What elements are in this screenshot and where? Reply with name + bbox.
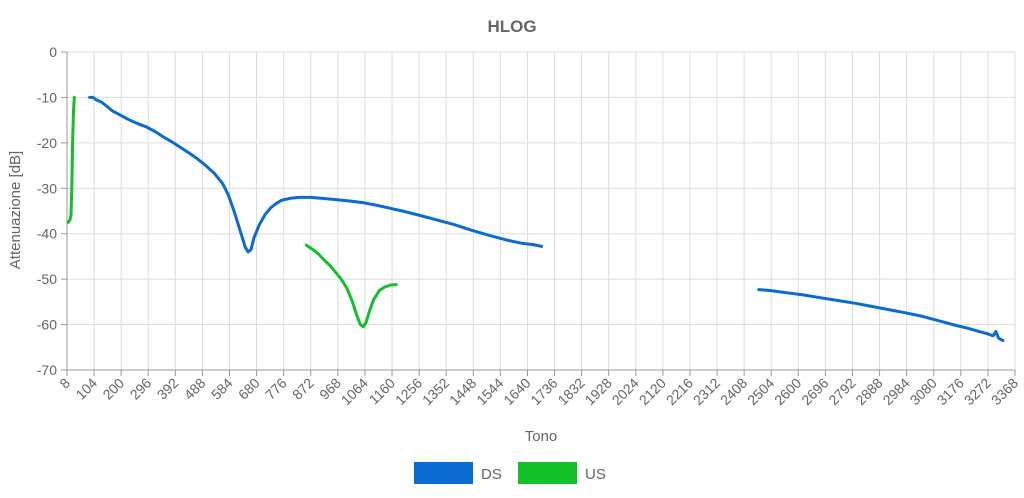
x-tick-label: 1640 (500, 375, 533, 408)
legend-item-us[interactable]: US (518, 462, 606, 484)
x-tick-label: 2696 (798, 375, 831, 408)
x-tick-label: 1544 (473, 375, 506, 408)
x-tick-label: 2024 (609, 375, 642, 408)
series-ds-line (757, 288, 1005, 342)
x-tick-label: 296 (127, 375, 155, 403)
y-tick-label: -70 (37, 362, 57, 378)
y-tick-label: 0 (49, 44, 57, 60)
y-tick-label: -60 (37, 317, 57, 333)
chart-title: HLOG (487, 17, 536, 36)
x-tick-label: 2120 (636, 375, 669, 408)
y-axis-label: Attenuazione [dB] (7, 151, 24, 269)
x-tick-label: 2408 (717, 375, 750, 408)
x-tick-label: 200 (99, 375, 127, 403)
legend[interactable]: DS US (414, 462, 606, 484)
legend-item-ds[interactable]: DS (414, 462, 502, 484)
x-tick-label: 2312 (690, 375, 723, 408)
x-tick-label: 2504 (744, 375, 777, 408)
x-tick-label: 1736 (527, 375, 560, 408)
x-tick-label: 3368 (988, 375, 1021, 408)
x-tick-label: 1448 (446, 375, 479, 408)
x-tick-label: 1160 (366, 375, 399, 408)
legend-swatch (414, 462, 473, 484)
x-tick-label: 3176 (934, 375, 967, 408)
x-tick-label: 2984 (879, 375, 912, 408)
x-tick-label: 776 (262, 375, 290, 403)
y-tick-label: -10 (37, 89, 57, 105)
legend-label: US (585, 466, 606, 483)
x-tick-label: 8 (56, 375, 73, 392)
legend-swatch (518, 462, 577, 484)
series-us-line (304, 243, 398, 329)
x-tick-label: 2216 (663, 375, 696, 408)
x-tick-label: 3272 (961, 375, 994, 408)
x-axis-ticks: 8 104 200 296 392 488 584 680 776 872 968106411601… (56, 375, 1021, 408)
y-tick-label: -20 (37, 135, 57, 151)
series-ds-line (88, 95, 544, 254)
x-tick-label: 2792 (825, 375, 858, 408)
x-tick-label: 872 (289, 375, 317, 403)
x-tick-label: 1256 (392, 375, 425, 408)
series-us-line (66, 95, 76, 224)
x-tick-label: 104 (72, 375, 100, 403)
x-tick-label: 488 (181, 375, 209, 403)
legend-label: DS (481, 466, 502, 483)
x-tick-label: 584 (208, 375, 236, 403)
x-tick-label: 1928 (581, 375, 614, 408)
x-axis-label: Tono (525, 428, 558, 445)
x-tick-label: 1064 (338, 375, 371, 408)
x-tick-label: 1352 (419, 375, 452, 408)
x-tick-label: 680 (235, 375, 263, 403)
x-tick-label: 2600 (771, 375, 804, 408)
grid (61, 51, 1016, 376)
x-tick-label: 2888 (852, 375, 885, 408)
y-tick-label: -30 (37, 180, 57, 196)
y-axis-ticks: 0 -10 -20 -30 -40 -50 -60 -70 (37, 44, 57, 378)
y-tick-label: -50 (37, 271, 57, 287)
x-tick-label: 392 (154, 375, 182, 403)
y-tick-label: -40 (37, 226, 57, 242)
x-tick-label: 1832 (554, 375, 587, 408)
x-tick-label: 3080 (907, 375, 940, 408)
series-lines (66, 95, 1005, 342)
